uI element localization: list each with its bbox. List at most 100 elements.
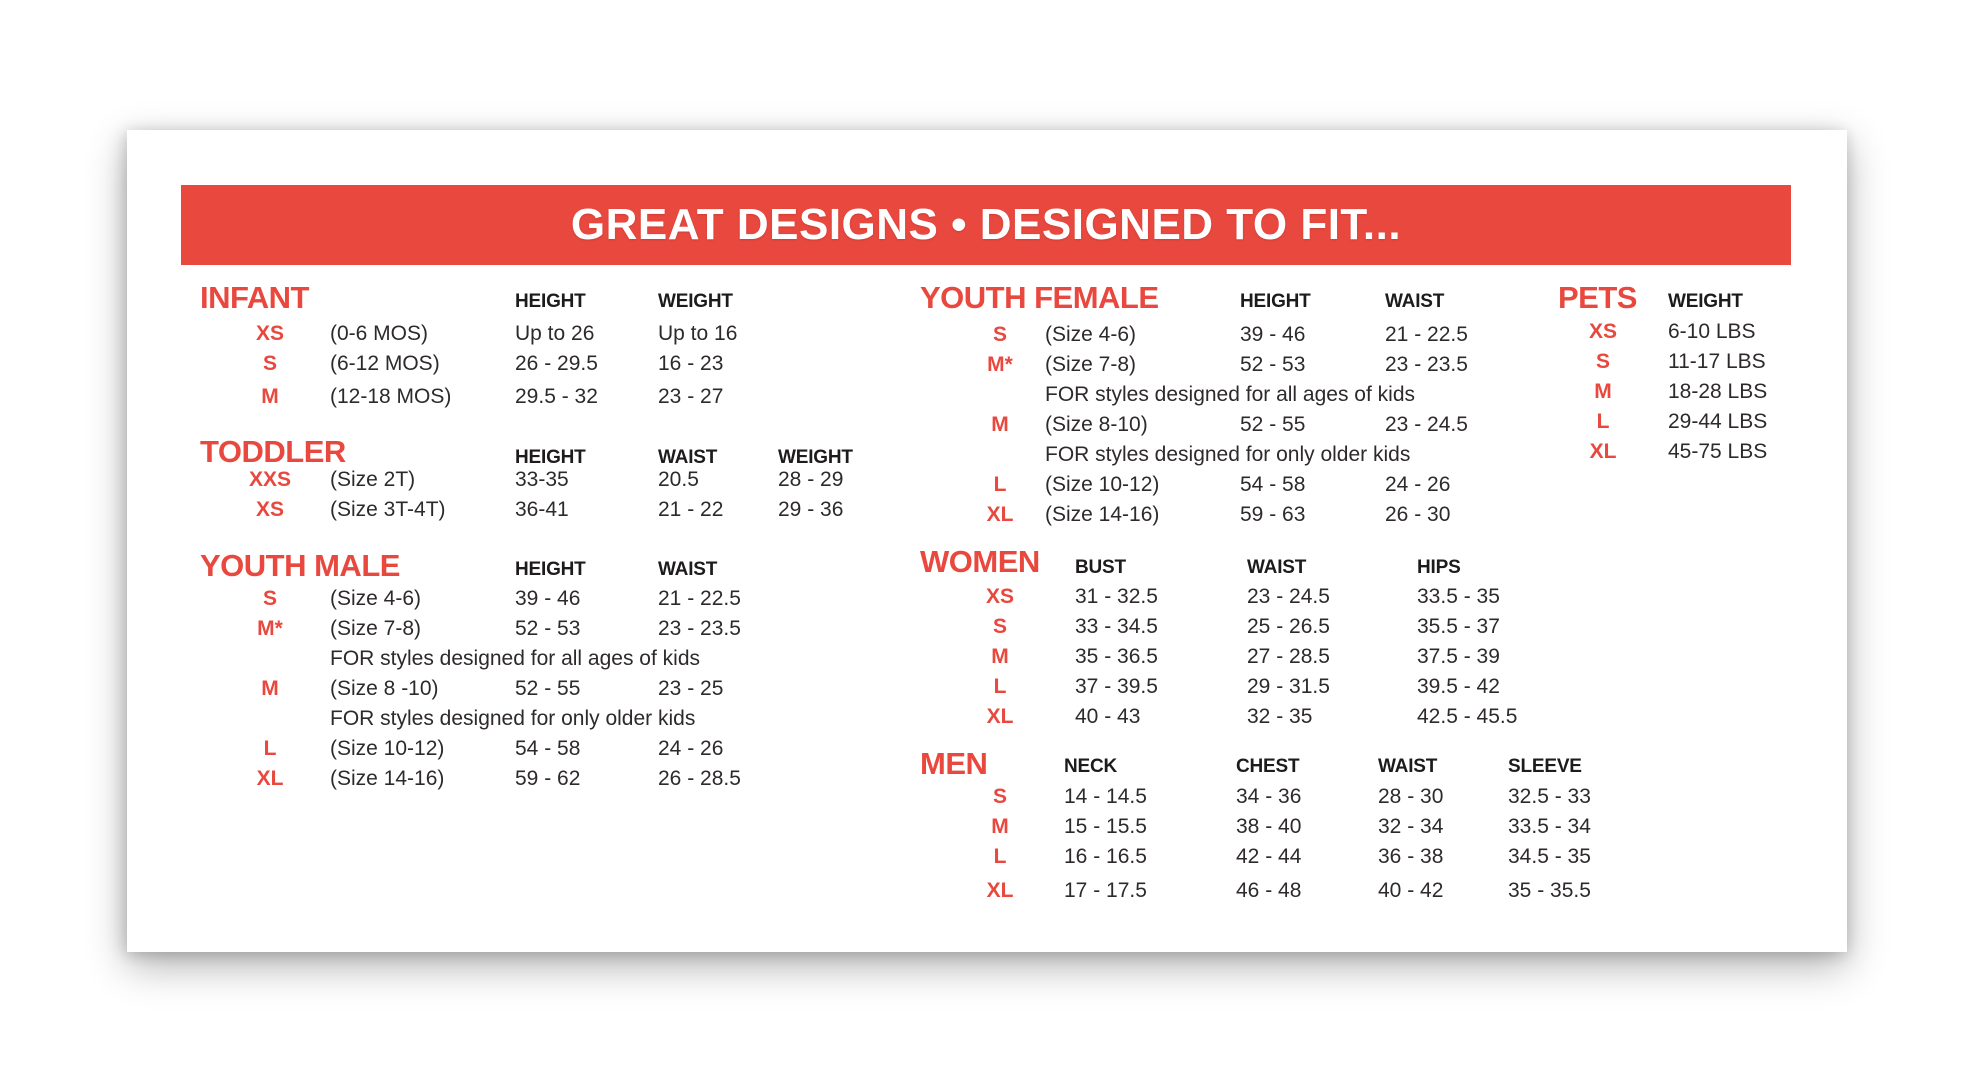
size-value: 33-35	[515, 468, 569, 491]
size-value: 32 - 34	[1378, 815, 1444, 838]
table-row: XS 6-10 LBS	[1558, 320, 1828, 350]
size-value: 39 - 46	[515, 587, 581, 610]
column-header-row: HEIGHT WAIST	[920, 292, 1640, 318]
size-label: M	[991, 815, 1009, 838]
size-value: 11-17 LBS	[1668, 350, 1766, 373]
size-label: M	[261, 385, 279, 408]
size-value: 16 - 23	[658, 352, 724, 375]
size-value: 52 - 55	[515, 677, 581, 700]
size-desc: (0-6 MOS)	[330, 322, 429, 345]
section-title: PETS	[1558, 280, 1637, 315]
size-value: 28 - 29	[778, 468, 844, 491]
size-value: 26 - 29.5	[515, 352, 598, 375]
section-title: MEN	[920, 746, 988, 781]
size-label: L	[993, 473, 1007, 496]
table-row: S 11-17 LBS	[1558, 350, 1828, 380]
column-header: HEIGHT	[515, 447, 586, 468]
table-row: XL (Size 14-16) 59 - 63 26 - 30	[920, 503, 1640, 533]
table-row: S 14 - 14.5 34 - 36 28 - 30 32.5 - 33	[920, 785, 1660, 815]
table-row: XS 31 - 32.5 23 - 24.5 33.5 - 35	[920, 585, 1640, 615]
size-value: 35 - 35.5	[1508, 879, 1591, 902]
column-header-row: NECK CHEST WAIST SLEEVE	[920, 757, 1660, 783]
size-label: XS	[1588, 320, 1617, 343]
size-value: 24 - 26	[658, 737, 724, 760]
size-label: XS	[985, 585, 1014, 608]
column-header: WEIGHT	[778, 447, 853, 468]
size-value: 26 - 30	[1385, 503, 1451, 526]
size-label: M*	[257, 617, 283, 640]
size-value: 28 - 30	[1378, 785, 1444, 808]
section-rows: XS (0-6 MOS) Up to 26 Up to 16 S (6-12 MOS) 26…	[200, 322, 920, 415]
table-row: M (Size 8 -10) 52 - 55 23 - 25	[200, 677, 920, 707]
size-label: XL	[986, 879, 1014, 902]
size-label: XXS	[248, 468, 292, 491]
section-title: WOMEN	[920, 544, 1040, 579]
banner-title: GREAT DESIGNS • DESIGNED TO FIT...	[570, 200, 1402, 249]
note-row: FOR styles designed for all ages of kids	[200, 647, 920, 677]
section-rows: XS 31 - 32.5 23 - 24.5 33.5 - 35 S 33 - 34.5 2…	[920, 585, 1640, 735]
table-row: L (Size 10-12) 54 - 58 24 - 26	[200, 737, 920, 767]
size-value: 42 - 44	[1236, 845, 1302, 868]
size-value: 32.5 - 33	[1508, 785, 1591, 808]
table-row: L 37 - 39.5 29 - 31.5 39.5 - 42	[920, 675, 1640, 705]
table-row: S 33 - 34.5 25 - 26.5 35.5 - 37	[920, 615, 1640, 645]
size-desc: (Size 8 -10)	[330, 677, 439, 700]
size-value: 32 - 35	[1247, 705, 1313, 728]
size-value: 52 - 55	[1240, 413, 1306, 436]
size-value: 16 - 16.5	[1064, 845, 1147, 868]
size-value: 14 - 14.5	[1064, 785, 1147, 808]
column-header: HEIGHT	[515, 291, 586, 312]
size-label: L	[1596, 410, 1610, 433]
size-desc: (Size 7-8)	[330, 617, 422, 640]
column-header: WAIST	[1385, 291, 1445, 312]
size-label: S	[1595, 350, 1610, 373]
table-row: M 35 - 36.5 27 - 28.5 37.5 - 39	[920, 645, 1640, 675]
size-label: XL	[986, 705, 1014, 728]
table-row: M 18-28 LBS	[1558, 380, 1828, 410]
size-desc: (Size 7-8)	[1045, 353, 1137, 376]
section-rows: S 14 - 14.5 34 - 36 28 - 30 32.5 - 33 M 15 - 1…	[920, 785, 1660, 909]
size-value: 40 - 43	[1075, 705, 1141, 728]
note-row: FOR styles designed for only older kids	[920, 443, 1640, 473]
size-value: 23 - 27	[658, 385, 724, 408]
section-title: YOUTH FEMALE	[920, 280, 1159, 315]
table-row: XL 17 - 17.5 46 - 48 40 - 42 35 - 35.5	[920, 879, 1660, 909]
size-value: 59 - 63	[1240, 503, 1306, 526]
size-desc: (Size 2T)	[330, 468, 416, 491]
section-rows: XS 6-10 LBS S 11-17 LBS M 18-28 LBS L 29-44 LBS…	[1558, 320, 1828, 470]
table-row: S (Size 4-6) 39 - 46 21 - 22.5	[200, 587, 920, 617]
size-value: 39.5 - 42	[1417, 675, 1500, 698]
table-row: XXS (Size 2T) 33-35 20.5 28 - 29	[200, 468, 920, 498]
size-label: XL	[256, 767, 284, 790]
column-header: HIPS	[1417, 557, 1461, 578]
table-row: S (Size 4-6) 39 - 46 21 - 22.5	[920, 323, 1640, 353]
size-desc: (12-18 MOS)	[330, 385, 452, 408]
size-value: 37 - 39.5	[1075, 675, 1158, 698]
size-value: 23 - 24.5	[1247, 585, 1330, 608]
size-value: 29.5 - 32	[515, 385, 598, 408]
row-note: FOR styles designed for only older kids	[1045, 443, 1411, 466]
column-header-row: HEIGHT WEIGHT	[200, 292, 920, 318]
size-desc: (Size 14-16)	[1045, 503, 1160, 526]
size-value: 6-10 LBS	[1668, 320, 1756, 343]
size-value: 36-41	[515, 498, 569, 521]
size-label: M	[1594, 380, 1612, 403]
size-value: 54 - 58	[515, 737, 581, 760]
size-label: L	[993, 675, 1007, 698]
size-value: 21 - 22	[658, 498, 724, 521]
size-label: L	[993, 845, 1007, 868]
size-value: 29-44 LBS	[1668, 410, 1768, 433]
section-rows: XXS (Size 2T) 33-35 20.5 28 - 29 XS (Size 3T-4…	[200, 468, 920, 528]
row-note: FOR styles designed for only older kids	[330, 707, 696, 730]
size-label: M	[991, 413, 1009, 436]
column-header: WEIGHT	[658, 291, 733, 312]
size-value: 35 - 36.5	[1075, 645, 1158, 668]
column-header: WAIST	[1378, 756, 1438, 777]
column-header: NECK	[1064, 756, 1118, 777]
table-row: XS (Size 3T-4T) 36-41 21 - 22 29 - 36	[200, 498, 920, 528]
size-label: XL	[986, 503, 1014, 526]
size-desc: (Size 4-6)	[330, 587, 422, 610]
table-row: L 29-44 LBS	[1558, 410, 1828, 440]
size-value: 42.5 - 45.5	[1417, 705, 1518, 728]
size-value: 40 - 42	[1378, 879, 1444, 902]
